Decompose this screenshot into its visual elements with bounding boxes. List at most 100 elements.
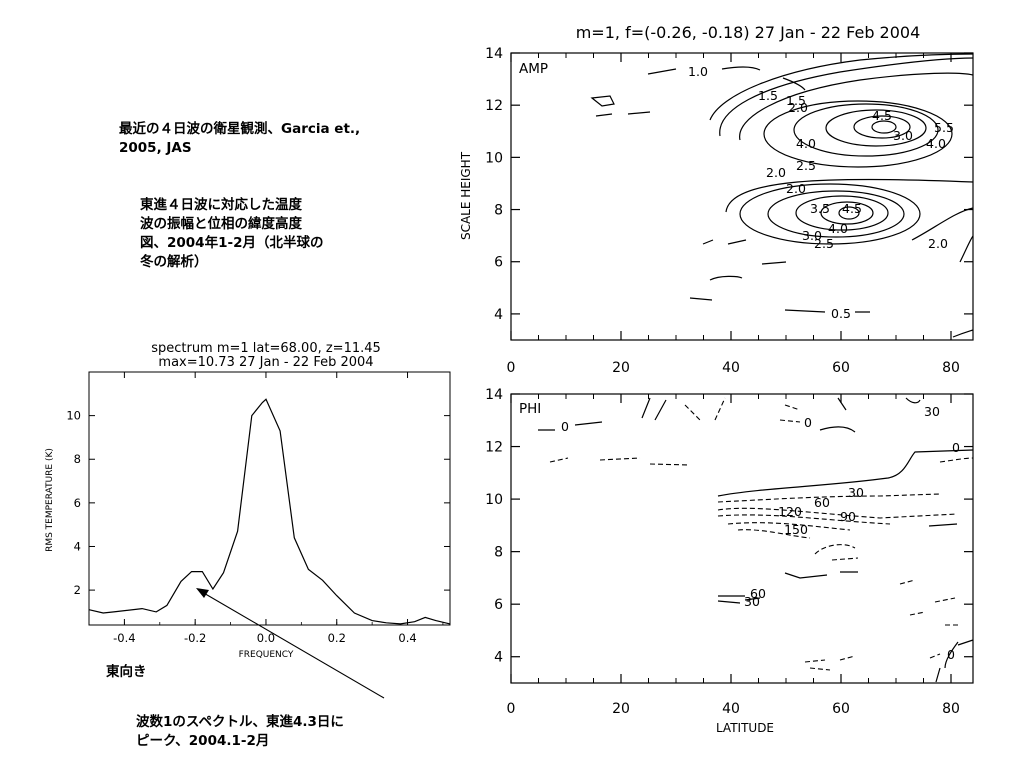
phi-y-tick-label: 4 — [494, 650, 503, 666]
amp-y-tick-label: 8 — [494, 203, 503, 219]
phi-y-tick-label: 14 — [485, 387, 503, 403]
spectrum-title-line-2: max=10.73 27 Jan - 22 Feb 2004 — [158, 355, 373, 370]
phi-contour-label: 120 — [778, 504, 802, 519]
amp-contour-label: 2.0 — [788, 100, 808, 115]
phi-contours-solid — [538, 397, 974, 683]
amp-contour-label: 4.5 — [842, 201, 862, 216]
spectrum-x-tick-label: -0.4 — [113, 631, 135, 645]
phi-contour-label: 30 — [924, 404, 940, 419]
phi-chart: PHI 0 20 40 60 80 4 6 8 10 12 14 LATITUDE — [485, 387, 974, 735]
spectrum-frame — [88, 371, 451, 626]
spectrum-description-note: 波数1のスペクトル、東進4.3日に ピーク、2004.1-2月 — [136, 713, 344, 751]
figure-desc-line-3: 図、2004年1-2月（北半球の — [140, 235, 324, 251]
amp-contour-label: 2.0 — [928, 236, 948, 251]
spectrum-x-tick-label: -0.2 — [184, 631, 206, 645]
amp-contour-label: 3.5 — [810, 201, 830, 216]
spectrum-y-tick-label: 4 — [74, 539, 81, 553]
phi-contour-label: 0 — [952, 440, 960, 455]
figure-desc-line-1: 東進４日波に対応した温度 — [140, 197, 302, 213]
phi-contour-label: 0 — [804, 415, 812, 430]
amp-contour-label: 4.5 — [872, 108, 892, 123]
amp-chart: m=1, f=(-0.26, -0.18) 27 Jan - 22 Feb 20… — [459, 23, 974, 376]
amp-x-tick-label: 0 — [507, 360, 516, 376]
citation-line-1: 最近の４日波の衛星観測、Garcia et., — [119, 121, 361, 137]
spectrum-x-tick-label: 0.0 — [257, 631, 275, 645]
amp-contours — [590, 53, 974, 338]
phi-x-tick-label: 20 — [612, 701, 630, 717]
annotation-arrow — [196, 588, 385, 699]
amp-y-tick-label: 12 — [485, 98, 503, 114]
amp-y-tick-label: 4 — [494, 307, 503, 323]
spectrum-desc-line-1: 波数1のスペクトル、東進4.3日に — [136, 714, 344, 730]
spectrum-x-tick-label: 0.4 — [398, 631, 416, 645]
phi-x-tick-label: 40 — [722, 701, 740, 717]
amp-frame — [510, 52, 974, 341]
phi-ticks: 0 20 40 60 80 4 6 8 10 12 14 — [485, 387, 973, 717]
citation-note: 最近の４日波の衛星観測、Garcia et., 2005, JAS — [119, 120, 360, 158]
spectrum-ticks: -0.4 -0.2 0.0 0.2 0.4 2 4 6 8 10 — [66, 372, 450, 645]
spectrum-y-tick-label: 6 — [74, 496, 81, 510]
spectrum-y-tick-label: 2 — [74, 583, 81, 597]
spectrum-title-line-1: spectrum m=1 lat=68.00, z=11.45 — [151, 341, 381, 356]
phi-contour-label: 150 — [784, 522, 808, 537]
phi-contour-label: 0 — [561, 419, 569, 434]
spectrum-chart: spectrum m=1 lat=68.00, z=11.45 max=10.7… — [45, 341, 451, 660]
spectrum-y-tick-label: 10 — [66, 409, 81, 423]
amp-panel-label: AMP — [519, 61, 548, 77]
amp-contour-label: 2.5 — [796, 158, 816, 173]
amp-contour-label: 3.0 — [893, 128, 913, 143]
amp-contour-label: 2.0 — [766, 165, 786, 180]
phi-contour-label: 30 — [744, 594, 760, 609]
amp-y-tick-label: 6 — [494, 255, 503, 271]
phi-panel-label: PHI — [519, 401, 541, 417]
phi-contours-dashed — [549, 397, 974, 671]
amp-contour-label: 4.0 — [828, 221, 848, 236]
spectrum-x-tick-label: 0.2 — [328, 631, 346, 645]
phi-frame — [510, 393, 974, 684]
phi-contour-label: 90 — [840, 509, 856, 524]
phi-contour-label: 0 — [947, 647, 955, 662]
spectrum-y-axis-label: RMS TEMPERATURE (K) — [45, 448, 55, 552]
amp-y-tick-label: 14 — [485, 46, 503, 62]
amp-x-tick-label: 20 — [612, 360, 630, 376]
amp-x-tick-label: 80 — [942, 360, 960, 376]
eastward-label: 東向き — [106, 664, 147, 680]
phi-y-tick-label: 8 — [494, 545, 503, 561]
amp-contour-label: 2.5 — [814, 236, 834, 251]
amp-contour-label: 1.0 — [688, 64, 708, 79]
amp-contour-label: 1.5 — [758, 88, 778, 103]
spectrum-y-tick-label: 8 — [74, 452, 81, 466]
figure-description-note: 東進４日波に対応した温度 波の振幅と位相の緯度高度図、2004年1-2月（北半球の… — [140, 196, 323, 272]
spectrum-series-line — [88, 398, 451, 625]
amp-chart-title: m=1, f=(-0.26, -0.18) 27 Jan - 22 Feb 20… — [576, 23, 921, 42]
phi-x-axis-label: LATITUDE — [716, 721, 774, 735]
amp-y-axis-label: SCALE HEIGHT — [459, 151, 473, 240]
phi-y-tick-label: 10 — [485, 492, 503, 508]
amp-y-tick-label: 10 — [485, 150, 503, 166]
phi-contour-label: 30 — [848, 485, 864, 500]
spectrum-desc-line-2: ピーク、2004.1-2月 — [136, 733, 270, 749]
phi-x-tick-label: 60 — [832, 701, 850, 717]
figure-desc-line-4: 冬の解析） — [140, 254, 208, 270]
amp-contour-label: 0.5 — [831, 306, 851, 321]
amp-contour-label: 1.5 — [786, 93, 806, 108]
amp-x-tick-label: 60 — [832, 360, 850, 376]
figure-desc-line-2: 波の振幅と位相の緯度高度 — [140, 216, 302, 232]
amp-x-tick-label: 40 — [722, 360, 740, 376]
amp-contour-label: 4.0 — [926, 136, 946, 151]
amp-contour-labels: 1.01.51.52.04.04.53.05.54.02.52.02.03.5 4… — [688, 64, 954, 321]
phi-x-tick-label: 80 — [942, 701, 960, 717]
phi-y-tick-label: 6 — [494, 597, 503, 613]
amp-contour-label: 5.5 — [934, 120, 954, 135]
spectrum-x-axis-label: FREQUENCY — [239, 650, 294, 660]
phi-x-tick-label: 0 — [507, 701, 516, 717]
amp-ticks: 0 20 40 60 80 4 6 8 10 12 14 — [485, 46, 973, 376]
citation-line-2: 2005, JAS — [119, 140, 192, 156]
amp-contour-label: 2.0 — [786, 181, 806, 196]
amp-contour-label: 4.0 — [796, 136, 816, 151]
eastward-note: 東向き — [106, 663, 147, 682]
amp-contour-label: 3.0 — [802, 228, 822, 243]
phi-contour-label: 60 — [750, 586, 766, 601]
